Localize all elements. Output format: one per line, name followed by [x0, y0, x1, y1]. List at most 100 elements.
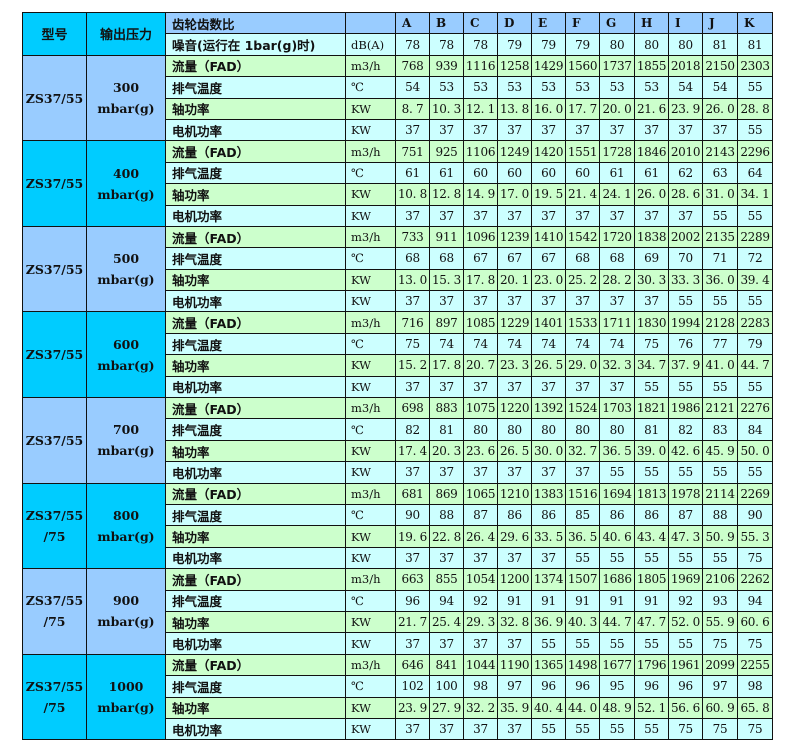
value-cell: 13. 0 — [395, 268, 430, 292]
row-unit: KW — [345, 461, 396, 484]
value-cell: 55 — [668, 375, 703, 399]
value-cell: 55 — [599, 632, 635, 655]
value-cell: 1096 — [463, 225, 498, 249]
row-label: 电机功率 — [165, 461, 346, 484]
unit-header-blank — [345, 11, 396, 35]
value-cell: 60. 6 — [737, 610, 773, 634]
value-cell: 23. 6 — [463, 439, 498, 463]
value-cell: 55. 3 — [737, 525, 773, 548]
value-cell: 76 — [668, 332, 703, 356]
value-cell: 2135 — [702, 225, 738, 249]
value-cell: 2018 — [668, 54, 703, 78]
value-cell: 37 — [463, 204, 498, 227]
value-cell: 20. 0 — [599, 97, 635, 120]
table-row: 轴功率 KW 19. 6 22. 8 26. 4 29. 6 33. 5 36. 5 40. 6… — [23, 525, 773, 548]
value-cell: 91 — [599, 589, 635, 612]
value-cell: 67 — [463, 247, 498, 270]
value-cell: 47. 7 — [634, 610, 669, 634]
value-cell: 1813 — [634, 482, 669, 505]
value-cell: 1383 — [531, 482, 566, 505]
value-cell: 60 — [497, 161, 532, 185]
value-cell: 62 — [668, 161, 703, 185]
value-cell: 13. 8 — [497, 97, 532, 120]
value-cell: 37 — [463, 375, 498, 399]
value-cell: 17. 0 — [497, 183, 532, 206]
value-cell: 1200 — [497, 568, 532, 591]
value-cell: 55 — [634, 461, 669, 484]
value-cell: 70 — [668, 247, 703, 270]
value-cell: 68 — [565, 247, 600, 270]
pressure-text: 300 — [112, 80, 140, 96]
value-cell: 28. 8 — [737, 97, 773, 120]
row-unit: KW — [345, 610, 396, 634]
table-row: ZS37/55/75 900 mbar(g) 流量（FAD） m3/h 663 855 105… — [22, 568, 773, 655]
row-unit: m3/h — [345, 140, 396, 163]
value-cell: 17. 4 — [395, 439, 430, 463]
column-header-k: K — [737, 11, 773, 35]
value-cell: 14. 9 — [463, 183, 498, 206]
pressure-cell: 700 mbar(g) — [86, 397, 166, 484]
row-unit: m3/h — [345, 397, 396, 420]
value-cell: 716 — [395, 311, 430, 334]
value-cell: 37 — [395, 632, 430, 655]
row-unit: m3/h — [345, 311, 396, 334]
value-cell: 37 — [395, 204, 430, 227]
value-cell: 77 — [702, 332, 738, 356]
value-cell: 841 — [429, 653, 464, 677]
value-cell: 1961 — [668, 653, 703, 677]
value-cell: 98 — [737, 675, 773, 698]
row-label: 排气温度 — [165, 589, 346, 612]
value-cell: 86 — [599, 503, 635, 527]
value-cell: 30. 0 — [531, 439, 566, 463]
table-row: 排气温度 ℃ 54 53 53 53 53 53 53 53 54 54 55 — [23, 76, 773, 99]
value-cell: 53 — [429, 76, 464, 99]
value-cell: 60 — [463, 161, 498, 185]
pressure-text: 900 — [112, 593, 140, 609]
pressure-cell: 600 mbar(g) — [86, 311, 166, 399]
value-cell: 37 — [429, 204, 464, 227]
value-cell: 1229 — [497, 311, 532, 334]
noise-value: 80 — [599, 33, 635, 56]
value-cell: 55 — [565, 546, 600, 570]
value-cell: 29. 0 — [565, 354, 600, 377]
value-cell: 55 — [702, 375, 738, 399]
row-unit: KW — [345, 375, 396, 399]
noise-value: 80 — [634, 33, 669, 56]
value-cell: 1106 — [463, 140, 498, 163]
row-unit: KW — [345, 525, 396, 548]
row-label: 排气温度 — [165, 675, 346, 698]
pressure-cell: 900 mbar(g) — [86, 568, 166, 655]
model-cell: ZS37/55/75 — [22, 653, 87, 741]
model-text: ZS37/55 — [25, 432, 84, 448]
value-cell: 37 — [429, 461, 464, 484]
value-cell: 83 — [702, 418, 738, 441]
value-cell: 37 — [565, 118, 600, 142]
value-cell: 20. 7 — [463, 354, 498, 377]
value-cell: 93 — [702, 589, 738, 612]
value-cell: 27. 9 — [429, 696, 464, 719]
table-row: 排气温度 ℃ 82 81 80 80 80 80 80 81 82 83 84 — [23, 418, 773, 441]
value-cell: 55 — [737, 118, 773, 142]
table-row: 电机功率 KW 37 37 37 37 55 55 55 55 75 75 75 — [23, 717, 773, 741]
value-cell: 37 — [463, 546, 498, 570]
value-cell: 37 — [497, 632, 532, 655]
value-cell: 37 — [463, 290, 498, 313]
value-cell: 1677 — [599, 653, 635, 677]
value-cell: 37 — [395, 461, 430, 484]
value-cell: 32. 3 — [599, 354, 635, 377]
row-label: 电机功率 — [165, 204, 346, 227]
value-cell: 65. 8 — [737, 696, 773, 719]
value-cell: 37 — [497, 290, 532, 313]
value-cell: 55 — [737, 76, 773, 99]
noise-value: 81 — [737, 33, 773, 56]
value-cell: 34. 1 — [737, 183, 773, 206]
value-cell: 102 — [395, 675, 430, 698]
value-cell: 96 — [565, 675, 600, 698]
value-cell: 37 — [497, 717, 532, 741]
value-cell: 37 — [531, 375, 566, 399]
value-cell: 16. 0 — [531, 97, 566, 120]
value-cell: 42. 6 — [668, 439, 703, 463]
row-label: 电机功率 — [165, 717, 346, 741]
value-cell: 40. 3 — [565, 610, 600, 634]
